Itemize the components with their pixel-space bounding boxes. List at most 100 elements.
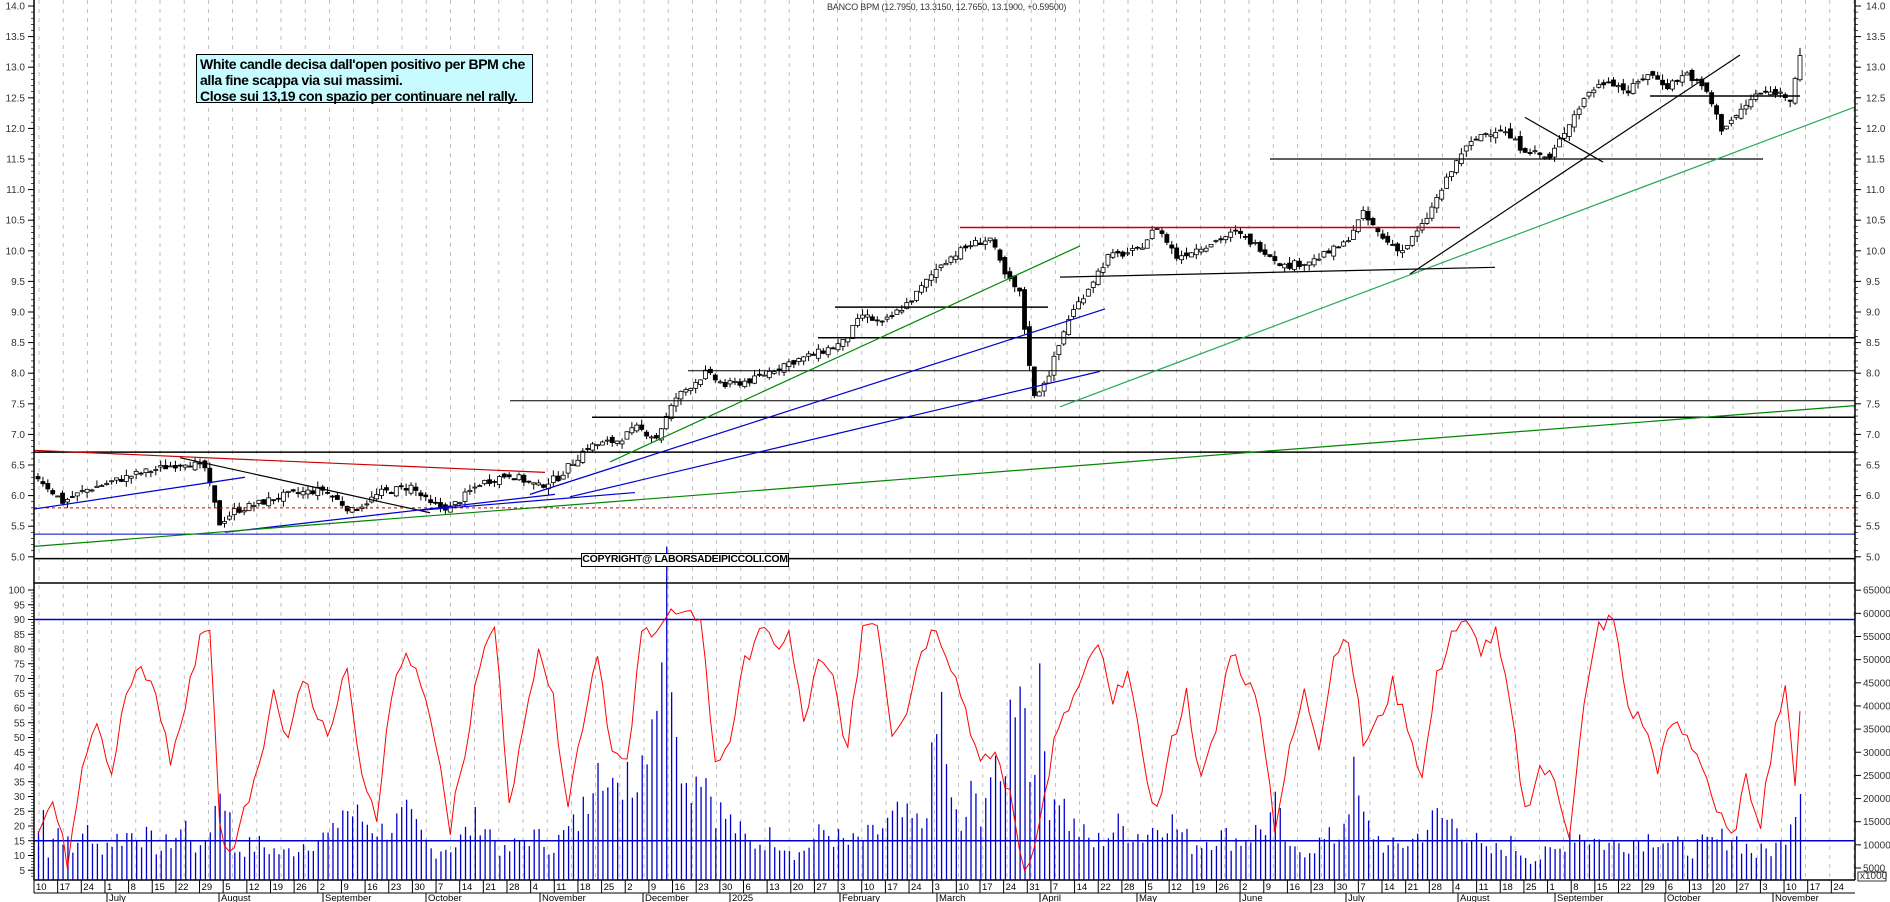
svg-text:29: 29 — [1644, 882, 1655, 893]
svg-text:23: 23 — [391, 882, 402, 893]
svg-text:60000: 60000 — [1863, 609, 1890, 620]
svg-text:15: 15 — [154, 882, 165, 893]
svg-text:26: 26 — [1218, 882, 1229, 893]
svg-text:November: November — [542, 893, 586, 902]
svg-text:55000: 55000 — [1863, 632, 1890, 643]
svg-text:5000: 5000 — [1863, 864, 1886, 875]
svg-text:28: 28 — [1431, 882, 1442, 893]
svg-text:25000: 25000 — [1863, 771, 1890, 782]
svg-text:45000: 45000 — [1863, 678, 1890, 689]
svg-text:13.5: 13.5 — [6, 32, 26, 43]
svg-text:65: 65 — [14, 689, 26, 700]
svg-text:10.0: 10.0 — [6, 246, 26, 257]
svg-text:3: 3 — [840, 882, 845, 893]
svg-text:10: 10 — [1786, 882, 1797, 893]
svg-text:10: 10 — [958, 882, 969, 893]
svg-text:55: 55 — [14, 718, 26, 729]
annotation-line: White candle decisa dall'open positivo p… — [200, 56, 525, 72]
svg-text:8: 8 — [1573, 882, 1578, 893]
svg-text:2025: 2025 — [732, 893, 753, 902]
svg-text:5.0: 5.0 — [1866, 552, 1880, 563]
svg-text:9.0: 9.0 — [1866, 308, 1880, 319]
svg-text:65000: 65000 — [1863, 586, 1890, 597]
svg-text:5: 5 — [19, 866, 25, 877]
date-axis: 10 17 24 1 8 15 22 29 5 12 19 26 2 9 16 23 30 7 14 21 28 4 11 1… — [33, 880, 1844, 893]
svg-text:17: 17 — [887, 882, 898, 893]
svg-text:9: 9 — [1266, 882, 1271, 893]
svg-text:11: 11 — [556, 882, 566, 893]
svg-text:28: 28 — [509, 882, 520, 893]
svg-text:23: 23 — [1313, 882, 1324, 893]
reference-lines — [34, 618, 1855, 842]
svg-text:14: 14 — [1384, 882, 1395, 893]
price-candles — [35, 47, 1803, 528]
svg-text:July: July — [1348, 893, 1365, 902]
svg-text:4: 4 — [533, 882, 538, 893]
svg-text:11.5: 11.5 — [1866, 155, 1885, 166]
svg-text:85: 85 — [14, 630, 26, 641]
vertical-gridlines — [38, 0, 1855, 880]
svg-text:7.5: 7.5 — [1866, 399, 1880, 410]
svg-text:11.0: 11.0 — [1866, 185, 1885, 196]
svg-text:6: 6 — [745, 882, 750, 893]
svg-text:22: 22 — [178, 882, 189, 893]
svg-text:6.5: 6.5 — [11, 461, 25, 472]
svg-text:15: 15 — [14, 836, 26, 847]
svg-text:24: 24 — [911, 882, 922, 893]
svg-text:19: 19 — [272, 882, 283, 893]
svg-text:35000: 35000 — [1863, 725, 1890, 736]
month-axis: July August September October November Decemb… — [106, 893, 1819, 902]
price-axis-right: 14.0 13.5 13.0 12.5 12.0 11.5 11.0 10.5 10.0 9.5 9… — [1855, 2, 1886, 563]
svg-text:90: 90 — [14, 615, 26, 626]
svg-text:70: 70 — [14, 674, 26, 685]
svg-text:15: 15 — [1597, 882, 1608, 893]
svg-text:7: 7 — [438, 882, 443, 893]
svg-text:18: 18 — [1502, 882, 1513, 893]
svg-text:11.0: 11.0 — [6, 185, 25, 196]
svg-text:10: 10 — [14, 851, 26, 862]
svg-text:24: 24 — [1006, 882, 1017, 893]
svg-text:August: August — [1460, 893, 1490, 902]
oscillator-line — [37, 608, 1801, 872]
oscillator-axis: 100 95 90 85 80 75 70 65 60 55 50 45 40 35 30 25 20 15 10 5 — [8, 586, 34, 877]
svg-text:9: 9 — [651, 882, 656, 893]
svg-text:21: 21 — [485, 882, 496, 893]
svg-text:17: 17 — [60, 882, 71, 893]
chart-frame — [33, 0, 1856, 894]
svg-text:7.0: 7.0 — [11, 430, 25, 441]
svg-text:16: 16 — [1289, 882, 1300, 893]
svg-text:2: 2 — [1242, 882, 1247, 893]
volume-axis: 65000 60000 55000 50000 45000 40000 35000 30000… — [1855, 586, 1890, 882]
svg-text:22: 22 — [1100, 882, 1111, 893]
svg-text:80: 80 — [14, 645, 26, 656]
svg-text:14: 14 — [462, 882, 473, 893]
svg-text:16: 16 — [367, 882, 378, 893]
svg-text:5.5: 5.5 — [11, 522, 25, 533]
svg-text:April: April — [1042, 893, 1061, 902]
svg-text:100: 100 — [8, 586, 25, 597]
svg-text:95: 95 — [14, 600, 26, 611]
svg-text:13: 13 — [1691, 882, 1702, 893]
svg-text:11.5: 11.5 — [6, 155, 25, 166]
svg-text:October: October — [1667, 893, 1701, 902]
svg-text:3: 3 — [1762, 882, 1767, 893]
svg-text:10: 10 — [36, 882, 47, 893]
svg-text:10.0: 10.0 — [1866, 246, 1886, 257]
price-axis-left: 14.0 13.5 13.0 12.5 12.0 11.5 11.0 10.5 10.0 9.5 9… — [6, 2, 34, 563]
annotation-line: alla fine scappa via sui massimi. — [200, 72, 403, 88]
svg-text:35: 35 — [14, 777, 26, 788]
svg-text:9.5: 9.5 — [11, 277, 25, 288]
svg-text:25: 25 — [1526, 882, 1537, 893]
svg-text:2: 2 — [627, 882, 632, 893]
svg-text:x1000: x1000 — [1860, 871, 1888, 882]
svg-text:10: 10 — [864, 882, 875, 893]
svg-text:12: 12 — [1171, 882, 1182, 893]
svg-text:40: 40 — [14, 763, 26, 774]
svg-text:29: 29 — [202, 882, 213, 893]
svg-text:23: 23 — [698, 882, 709, 893]
svg-text:30: 30 — [414, 882, 425, 893]
annotation-line: Close sui 13,19 con spazio per continuar… — [200, 88, 518, 104]
svg-text:30: 30 — [1337, 882, 1348, 893]
svg-text:June: June — [1242, 893, 1263, 902]
svg-text:24: 24 — [83, 882, 94, 893]
